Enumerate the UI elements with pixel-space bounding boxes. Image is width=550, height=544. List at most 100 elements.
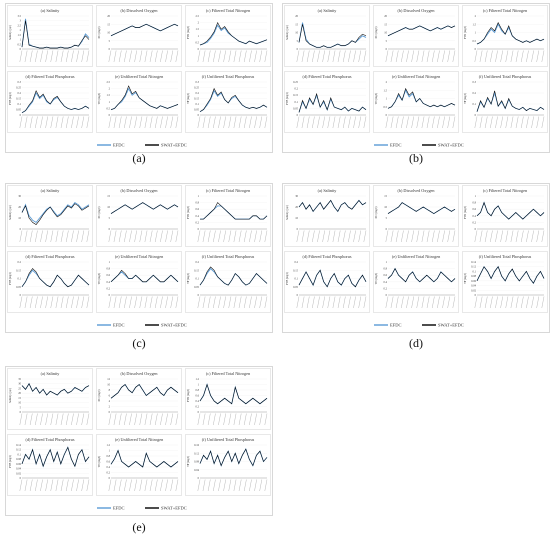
x-tick-mark [76, 296, 79, 309]
x-tick-mark [86, 296, 90, 309]
y-axis-label: FTN (mg/l) [464, 26, 467, 39]
x-tick-mark [348, 230, 351, 243]
series-line-efdc [21, 202, 90, 223]
y-tick-label: 0.08 [471, 275, 476, 278]
y-tick-label: 0 [297, 228, 299, 231]
x-tick-mark [322, 296, 325, 309]
x-tick-mark [50, 50, 54, 63]
x-tick-mark [238, 413, 242, 426]
y-tick-label: 2.5 [18, 24, 22, 27]
x-tick-mark [395, 50, 399, 63]
x-tick-mark [474, 50, 478, 63]
x-tick-mark [296, 230, 300, 243]
x-tick-mark [521, 116, 524, 129]
x-tick-mark [24, 230, 28, 243]
subplot-frame [96, 251, 182, 313]
subplot-5: (e) Unfiltered Total Nitrogen TN (mg/l) 0 0… [373, 251, 459, 313]
y-tick-label: 0.25 [293, 81, 298, 84]
y-tick-label: 0.4 [473, 215, 477, 218]
x-tick-mark [416, 50, 420, 63]
x-tick-mark [81, 413, 85, 426]
x-tick-mark [165, 296, 168, 309]
y-tick-label: 0.15 [16, 98, 21, 101]
y-axis-label: TP (mg/l) [187, 93, 190, 104]
x-tick-mark [202, 116, 206, 129]
subplot-title: (e) Unfiltered Total Nitrogen [115, 437, 164, 442]
x-tick-mark [134, 116, 137, 129]
y-tick-label: 1.5 [384, 89, 388, 92]
x-tick-mark [306, 50, 310, 63]
subplot-frame [96, 368, 182, 430]
x-tick-mark [421, 50, 425, 63]
x-tick-mark [207, 50, 211, 63]
subplot-frame [96, 434, 182, 496]
y-tick-label: 0.1 [295, 278, 299, 281]
subplot-6: (f) Unfiltered Total Phosphorus TP (mg/l)… [462, 251, 548, 313]
x-tick-mark [160, 413, 163, 426]
y-tick-label: 0.05 [293, 286, 298, 289]
y-tick-label: 0 [386, 294, 388, 297]
x-tick-mark [76, 50, 79, 63]
figure-b: (a) Salinity Salinity (ppt) 0 5 10 15 20 (b) Di… [282, 3, 550, 153]
x-tick-mark [390, 50, 394, 63]
x-tick-mark [385, 230, 389, 243]
subplot-title: (c) Filtered Total Nitrogen [206, 371, 251, 376]
x-tick-mark [536, 116, 540, 129]
x-tick-mark [358, 296, 362, 309]
y-tick-label: 0.08 [194, 461, 199, 464]
x-tick-mark [531, 296, 534, 309]
x-tick-mark [35, 116, 38, 129]
x-tick-mark [416, 116, 420, 129]
legend-label-efdc: EFDC [113, 143, 125, 148]
series-line-swat-efdc [21, 90, 90, 114]
subplot-title: (a) Salinity [318, 188, 338, 193]
x-tick-mark [421, 116, 425, 129]
x-tick-mark [149, 116, 153, 129]
x-tick-mark [505, 296, 509, 309]
subplot-2: (b) Dissolved Oxygen DO (mg/l) 0 5 10 15 20 [373, 5, 459, 67]
subplot-frame [96, 5, 182, 67]
y-tick-label: 0 [475, 114, 477, 117]
y-tick-label: 0.04 [16, 468, 21, 471]
x-tick-mark [50, 230, 54, 243]
x-tick-mark [249, 230, 252, 243]
x-tick-mark [50, 116, 54, 129]
y-axis-label: TN (mg/l) [98, 456, 101, 467]
y-axis-label: TN (mg/l) [375, 93, 378, 104]
y-tick-label: 0 [109, 114, 111, 117]
x-tick-mark [452, 230, 456, 243]
x-tick-mark [296, 296, 300, 309]
subplot-title: (e) Unfiltered Total Nitrogen [115, 254, 164, 259]
figure-e-letter: (e) [132, 520, 146, 534]
x-tick-mark [144, 413, 148, 426]
x-tick-mark [531, 116, 534, 129]
x-tick-mark [332, 230, 336, 243]
x-tick-mark [139, 296, 143, 309]
x-tick-mark [124, 296, 127, 309]
x-tick-mark [515, 296, 519, 309]
x-tick-mark [322, 50, 325, 63]
x-tick-mark [244, 116, 247, 129]
series-line-swat-efdc [21, 203, 90, 225]
y-axis-label: DO (mg/l) [98, 27, 101, 39]
y-tick-label: 30 [295, 195, 298, 198]
subplot-frame [462, 251, 548, 313]
x-tick-mark [363, 230, 367, 243]
x-tick-mark [301, 50, 305, 63]
subplot-5: (e) Unfiltered Total Nitrogen TN (mg/l) 0 0… [96, 71, 182, 133]
x-tick-mark [113, 50, 117, 63]
x-tick-mark [264, 479, 268, 492]
x-tick-mark [129, 296, 132, 309]
x-tick-mark [218, 50, 221, 63]
x-tick-mark [223, 230, 226, 243]
x-tick-mark [124, 116, 127, 129]
y-tick-label: 0.04 [471, 285, 476, 288]
subplot-2: (b) Dissolved Oxygen DO (mg/l) 0 5 10 15 [96, 185, 182, 247]
x-tick-mark [301, 296, 305, 309]
x-tick-mark [71, 413, 74, 426]
x-tick-mark [55, 296, 59, 309]
x-tick-mark [437, 50, 440, 63]
x-tick-mark [134, 230, 137, 243]
subplot-title: (a) Salinity [41, 8, 61, 13]
x-tick-mark [175, 116, 179, 129]
